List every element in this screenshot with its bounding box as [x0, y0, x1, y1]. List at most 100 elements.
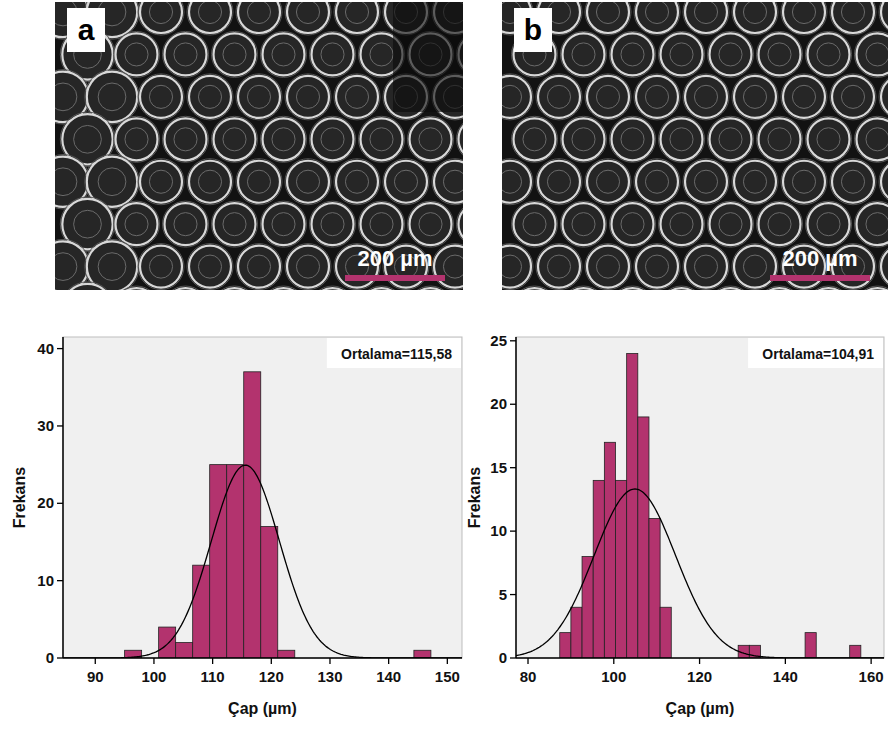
droplet-halo: [512, 201, 558, 247]
droplet: [410, 203, 452, 245]
droplet-core: [670, 213, 693, 236]
annotation-box: [327, 338, 461, 368]
droplet-halo: [561, 286, 607, 290]
droplet: [587, 161, 629, 203]
droplet: [116, 118, 158, 160]
histogram-bar: [261, 527, 278, 658]
droplet-core: [419, 213, 442, 236]
droplet: [140, 76, 182, 118]
droplet-halo: [634, 244, 680, 290]
droplet-halo: [610, 31, 656, 77]
droplet-halo: [708, 201, 754, 247]
droplet-halo: [708, 286, 754, 290]
droplet: [857, 118, 889, 160]
droplet-core: [743, 170, 766, 193]
droplet: [685, 161, 727, 203]
droplet: [612, 118, 654, 160]
droplet-core: [572, 213, 595, 236]
droplet-core: [125, 213, 148, 236]
droplet: [710, 288, 752, 290]
histogram-bar: [244, 372, 261, 658]
droplet-halo: [212, 286, 258, 290]
droplet-core: [174, 213, 197, 236]
droplet-halo: [408, 201, 454, 247]
y-axis-title: Frekans: [11, 467, 28, 528]
histogram-bar: [210, 465, 227, 658]
droplet-core: [419, 128, 442, 151]
droplet-core: [296, 2, 319, 24]
droplet-halo: [732, 74, 778, 120]
droplet-core: [645, 2, 668, 24]
droplet-halo: [236, 74, 282, 120]
histogram-bar: [193, 565, 210, 658]
droplet-halo: [634, 159, 680, 205]
droplet-core: [866, 43, 888, 66]
y-axis-title: Frekans: [466, 467, 483, 528]
droplet: [636, 2, 678, 33]
droplet-core: [321, 213, 344, 236]
droplet-halo: [683, 244, 729, 290]
droplet: [587, 246, 629, 288]
histogram-bar: [850, 645, 861, 658]
droplet: [459, 118, 464, 160]
droplet-core: [74, 125, 102, 153]
droplet-halo: [683, 159, 729, 205]
droplet-core: [502, 170, 522, 193]
droplet: [238, 246, 280, 288]
x-tick: [699, 658, 700, 664]
droplet-halo: [830, 159, 876, 205]
droplet-core: [719, 128, 742, 151]
droplet: [587, 76, 629, 118]
droplet-halo: [610, 116, 656, 162]
droplet-halo: [502, 159, 533, 205]
droplet-core: [174, 43, 197, 66]
droplet-core: [443, 255, 463, 278]
droplet-halo: [855, 116, 889, 162]
y-tick-label: 10: [37, 572, 54, 589]
droplet-core: [547, 85, 570, 108]
scale-bar-label: 200 µm: [782, 246, 857, 271]
droplet-core: [296, 255, 319, 278]
droplet-halo: [138, 2, 184, 35]
droplet: [312, 118, 354, 160]
droplet-halo: [334, 2, 380, 35]
droplet: [336, 76, 378, 118]
droplet-core: [55, 168, 77, 196]
x-tick-label: 110: [201, 668, 225, 685]
droplet-halo: [187, 244, 233, 290]
droplet-core: [394, 170, 417, 193]
droplet: [189, 246, 231, 288]
droplet-halo: [114, 286, 160, 290]
droplet: [832, 2, 874, 33]
y-tick-label: 25: [490, 332, 507, 349]
droplet-core: [719, 213, 742, 236]
droplet: [612, 288, 654, 290]
histogram-bar: [627, 353, 638, 658]
droplet: [808, 288, 850, 290]
droplet: [636, 76, 678, 118]
droplet-halo: [138, 74, 184, 120]
droplet: [685, 2, 727, 33]
droplet-core: [817, 128, 840, 151]
droplet-halo: [757, 201, 803, 247]
droplet-core: [223, 128, 246, 151]
droplet-core: [98, 168, 126, 196]
droplet-core: [247, 2, 270, 24]
droplet-halo: [261, 286, 307, 290]
droplet-core: [841, 85, 864, 108]
droplet-core: [670, 43, 693, 66]
droplet-halo: [659, 116, 705, 162]
x-tick-label: 100: [141, 668, 166, 685]
y-tick: [510, 467, 516, 468]
y-tick: [510, 530, 516, 531]
annotation-box: [748, 338, 883, 368]
droplet: [165, 288, 207, 290]
droplet: [514, 203, 556, 245]
droplet-core: [98, 83, 126, 111]
droplet: [881, 2, 888, 33]
droplet-core: [719, 43, 742, 66]
droplet-halo: [879, 244, 888, 290]
droplet-halo: [457, 286, 464, 290]
droplet-halo: [732, 244, 778, 290]
droplet: [116, 288, 158, 290]
